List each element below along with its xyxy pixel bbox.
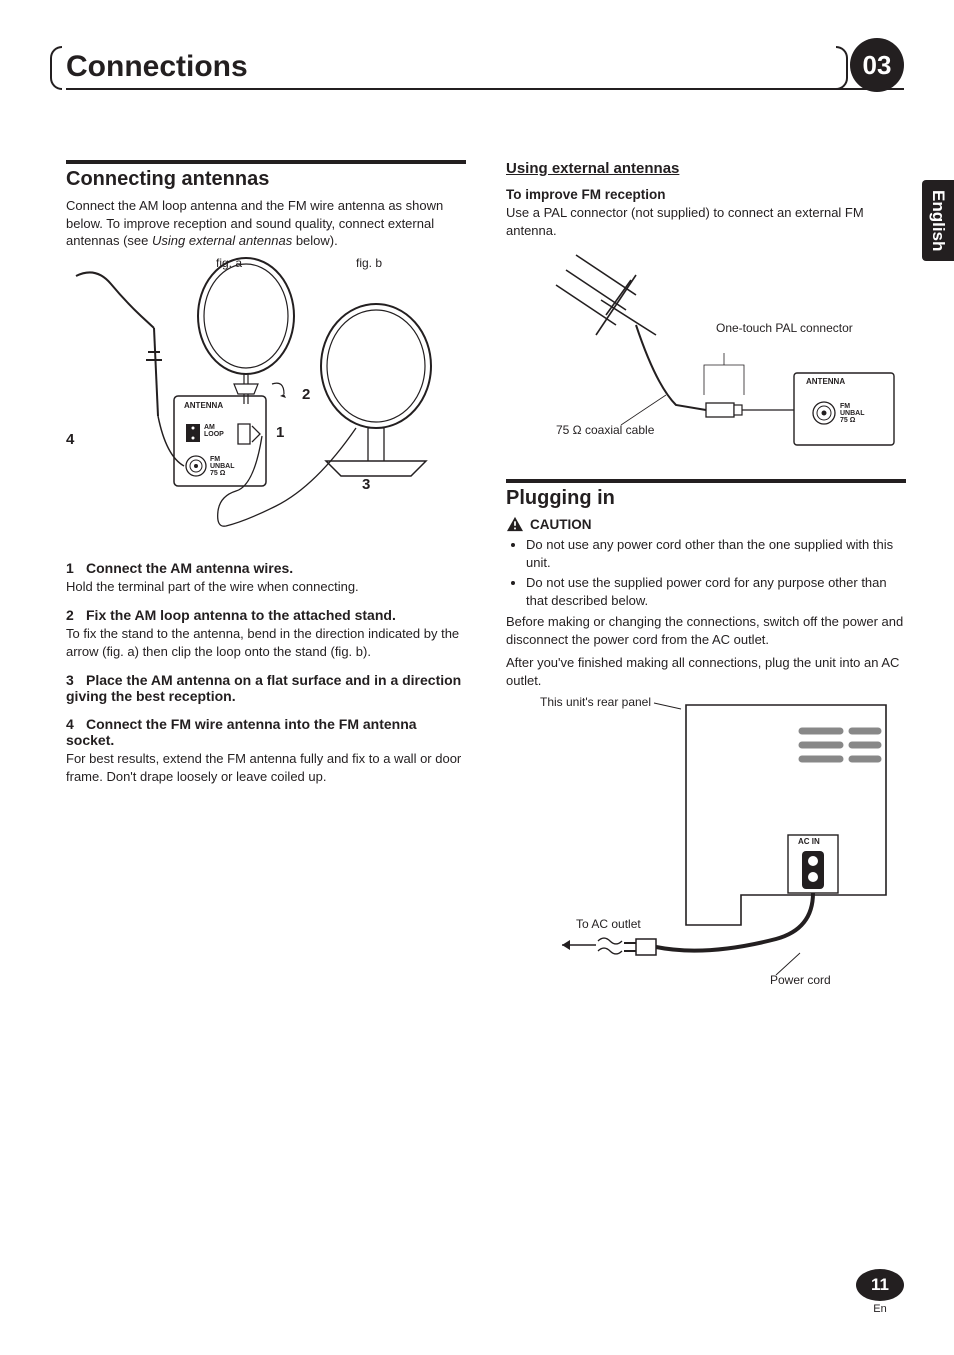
power-cord-label: Power cord	[770, 973, 831, 987]
plugging-text-2: After you've finished making all connect…	[506, 654, 906, 689]
section-heading-plugging-in: Plugging in	[506, 487, 906, 510]
page-number: 11	[856, 1269, 904, 1301]
step-1-body: Hold the terminal part of the wire when …	[66, 578, 466, 596]
figure-rear-panel: This unit's rear panel AC IN To AC outle…	[506, 695, 906, 995]
intro-text-b: below).	[292, 233, 338, 248]
fig-a-label: fig. a	[216, 256, 242, 270]
step-4: 4Connect the FM wire antenna into the FM…	[66, 716, 466, 785]
warning-icon	[506, 516, 524, 532]
rear-panel-svg	[506, 695, 906, 995]
figure-antenna-connection: fig. a fig. b 4 1 2 3 ANTENNA AM LOOP FM…	[66, 256, 466, 546]
step-4-title: 4Connect the FM wire antenna into the FM…	[66, 716, 466, 748]
callout-1: 1	[276, 424, 284, 441]
callout-4: 4	[66, 431, 74, 448]
am-loop-label: AM LOOP	[204, 424, 224, 438]
page-lang: En	[856, 1303, 904, 1315]
step-2: 2Fix the AM loop antenna to the attached…	[66, 607, 466, 660]
subheading-external-antennas: Using external antennas	[506, 160, 906, 177]
antenna-box-label-2: ANTENNA	[806, 377, 845, 386]
step-2-title: 2Fix the AM loop antenna to the attached…	[66, 607, 466, 623]
antenna-box-label: ANTENNA	[184, 401, 223, 410]
rear-panel-label: This unit's rear panel	[540, 695, 651, 709]
to-ac-outlet-label: To AC outlet	[576, 917, 641, 931]
content-columns: Connecting antennas Connect the AM loop …	[66, 160, 904, 1009]
caution-bullet-1: Do not use any power cord other than the…	[526, 536, 906, 571]
step-1: 1Connect the AM antenna wires. Hold the …	[66, 560, 466, 596]
language-tab: English	[922, 180, 954, 261]
pal-connector-label: One-touch PAL connector	[716, 321, 853, 335]
header-bracket-left	[50, 46, 62, 90]
subheading-improve-fm: To improve FM reception	[506, 187, 906, 202]
antenna-diagram-svg	[66, 256, 466, 546]
step-1-title: 1Connect the AM antenna wires.	[66, 560, 466, 576]
step-3: 3Place the AM antenna on a flat surface …	[66, 672, 466, 704]
step-4-body: For best results, extend the FM antenna …	[66, 750, 466, 785]
page-header: Connections 03	[66, 50, 904, 90]
figure-external-antenna: One-touch PAL connector 75 Ω coaxial cab…	[506, 245, 906, 465]
fm-unbal-label: FM UNBAL 75 Ω	[210, 456, 235, 477]
step-2-body: To fix the stand to the antenna, bend in…	[66, 625, 466, 660]
fig-b-label: fig. b	[356, 256, 382, 270]
intro-text-italic: Using external antennas	[152, 233, 292, 248]
external-antenna-text: Use a PAL connector (not supplied) to co…	[506, 204, 906, 239]
left-column: Connecting antennas Connect the AM loop …	[66, 160, 466, 1009]
caution-row: CAUTION	[506, 516, 906, 532]
step-3-title: 3Place the AM antenna on a flat surface …	[66, 672, 466, 704]
callout-2: 2	[302, 386, 310, 403]
ac-in-label: AC IN	[798, 837, 820, 846]
plugging-text-1: Before making or changing the connection…	[506, 613, 906, 648]
intro-paragraph: Connect the AM loop antenna and the FM w…	[66, 197, 466, 250]
header-bracket-right	[836, 46, 848, 90]
section-heading-connecting-antennas: Connecting antennas	[66, 168, 466, 191]
section-rule-2	[506, 479, 906, 483]
page-number-badge: 11 En	[856, 1269, 904, 1315]
caution-bullet-2: Do not use the supplied power cord for a…	[526, 574, 906, 609]
right-column: Using external antennas To improve FM re…	[506, 160, 906, 1009]
caution-bullet-list: Do not use any power cord other than the…	[506, 536, 906, 609]
section-rule	[66, 160, 466, 164]
fm-unbal-label-2: FM UNBAL 75 Ω	[840, 403, 865, 424]
chapter-number-badge: 03	[850, 38, 904, 92]
chapter-title: Connections	[66, 50, 248, 83]
callout-3: 3	[362, 476, 370, 493]
coaxial-cable-label: 75 Ω coaxial cable	[556, 423, 654, 437]
caution-label: CAUTION	[530, 517, 592, 532]
